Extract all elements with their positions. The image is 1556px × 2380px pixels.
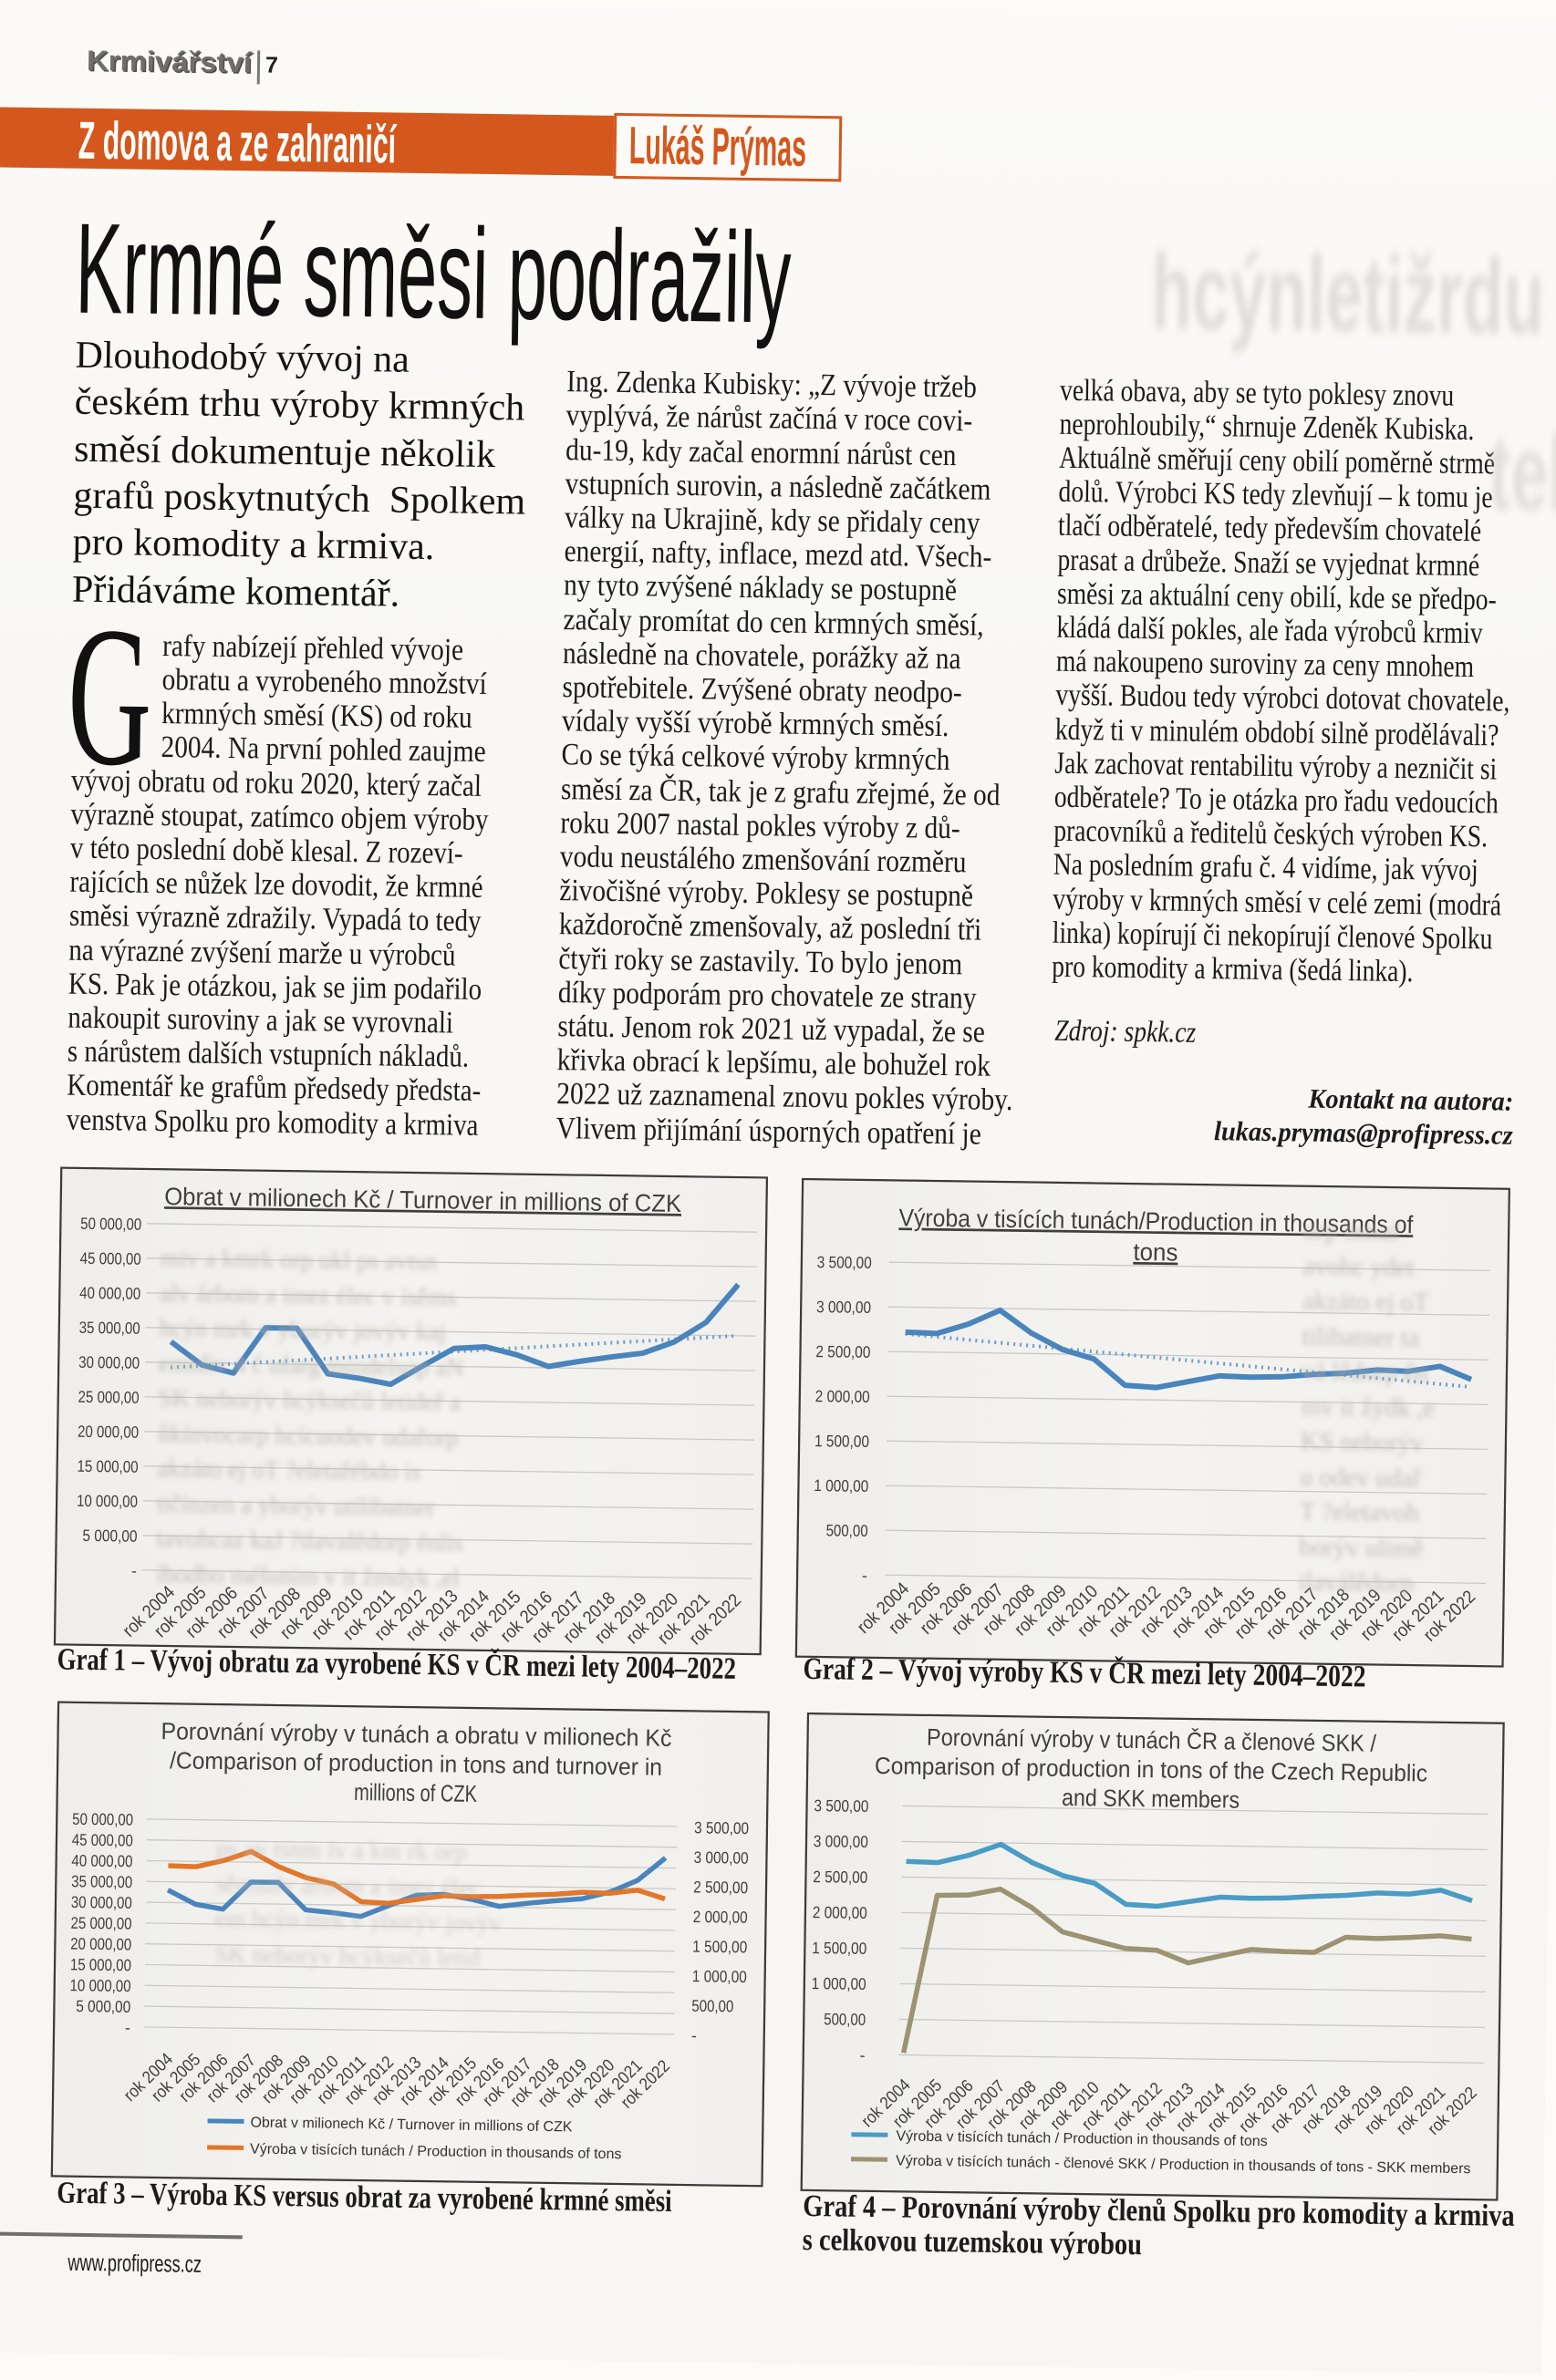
svg-text:Výroba v tisících tunách / Pro: Výroba v tisících tunách / Production in…	[896, 2128, 1268, 2149]
svg-text:3 500,00: 3 500,00	[694, 1818, 749, 1837]
svg-text:35 000,00: 35 000,00	[79, 1319, 140, 1338]
svg-text:45 000,00: 45 000,00	[72, 1831, 133, 1850]
svg-text:-: -	[859, 2046, 865, 2064]
svg-text:3 000,00: 3 000,00	[816, 1298, 871, 1317]
svg-text:1 500,00: 1 500,00	[692, 1938, 747, 1957]
svg-text:Obrat v milionech Kč / Turnove: Obrat v milionech Kč / Turnover in milli…	[250, 2116, 573, 2136]
svg-text:30 000,00: 30 000,00	[78, 1353, 140, 1372]
svg-text:10 000,00: 10 000,00	[69, 1976, 130, 1995]
svg-text:2 000,00: 2 000,00	[815, 1387, 870, 1406]
svg-text:2 000,00: 2 000,00	[693, 1908, 748, 1927]
svg-text:1 000,00: 1 000,00	[692, 1967, 747, 1986]
svg-text:1 000,00: 1 000,00	[812, 1974, 866, 1993]
svg-text:25 000,00: 25 000,00	[78, 1388, 139, 1407]
svg-text:40 000,00: 40 000,00	[79, 1284, 140, 1303]
svg-text:2 500,00: 2 500,00	[693, 1878, 748, 1897]
svg-text:-: -	[862, 1567, 867, 1585]
svg-text:30 000,00: 30 000,00	[71, 1893, 132, 1912]
svg-text:tons: tons	[1133, 1238, 1177, 1267]
svg-text:1 000,00: 1 000,00	[814, 1476, 868, 1495]
svg-text:50 000,00: 50 000,00	[80, 1215, 141, 1234]
svg-text:2 500,00: 2 500,00	[815, 1342, 870, 1361]
svg-text:40 000,00: 40 000,00	[71, 1851, 132, 1870]
svg-text:5 000,00: 5 000,00	[76, 1997, 130, 2016]
svg-text:-: -	[131, 1562, 137, 1580]
svg-text:5 000,00: 5 000,00	[82, 1526, 137, 1546]
svg-text:15 000,00: 15 000,00	[77, 1457, 138, 1476]
svg-text:Výroba v tisících tunách / Pro: Výroba v tisících tunách / Production in…	[250, 2141, 622, 2162]
svg-text:-: -	[691, 2026, 697, 2044]
svg-text:1 500,00: 1 500,00	[812, 1939, 866, 1958]
svg-text:2 000,00: 2 000,00	[813, 1903, 867, 1922]
svg-text:3 500,00: 3 500,00	[814, 1796, 868, 1816]
svg-text:3 000,00: 3 000,00	[693, 1848, 748, 1868]
svg-text:20 000,00: 20 000,00	[78, 1423, 139, 1442]
svg-text:3 500,00: 3 500,00	[817, 1253, 872, 1272]
svg-text:millions of CZK: millions of CZK	[354, 1778, 478, 1807]
svg-text:3 000,00: 3 000,00	[814, 1832, 868, 1851]
svg-text:20 000,00: 20 000,00	[70, 1935, 131, 1954]
svg-text:500,00: 500,00	[824, 2010, 866, 2029]
svg-text:Porovnání výroby v tunách ČR a: Porovnání výroby v tunách ČR a členové S…	[927, 1723, 1377, 1757]
svg-text:15 000,00: 15 000,00	[70, 1955, 131, 1974]
svg-text:500,00: 500,00	[826, 1521, 868, 1540]
svg-text:-: -	[125, 2019, 130, 2037]
svg-text:10 000,00: 10 000,00	[77, 1492, 138, 1511]
svg-text:45 000,00: 45 000,00	[80, 1249, 141, 1268]
svg-text:50 000,00: 50 000,00	[72, 1810, 133, 1829]
svg-text:35 000,00: 35 000,00	[71, 1872, 132, 1891]
svg-text:25 000,00: 25 000,00	[70, 1914, 131, 1933]
svg-text:1 500,00: 1 500,00	[814, 1432, 869, 1451]
svg-text:500,00: 500,00	[691, 1997, 733, 2016]
svg-text:2 500,00: 2 500,00	[813, 1868, 867, 1887]
